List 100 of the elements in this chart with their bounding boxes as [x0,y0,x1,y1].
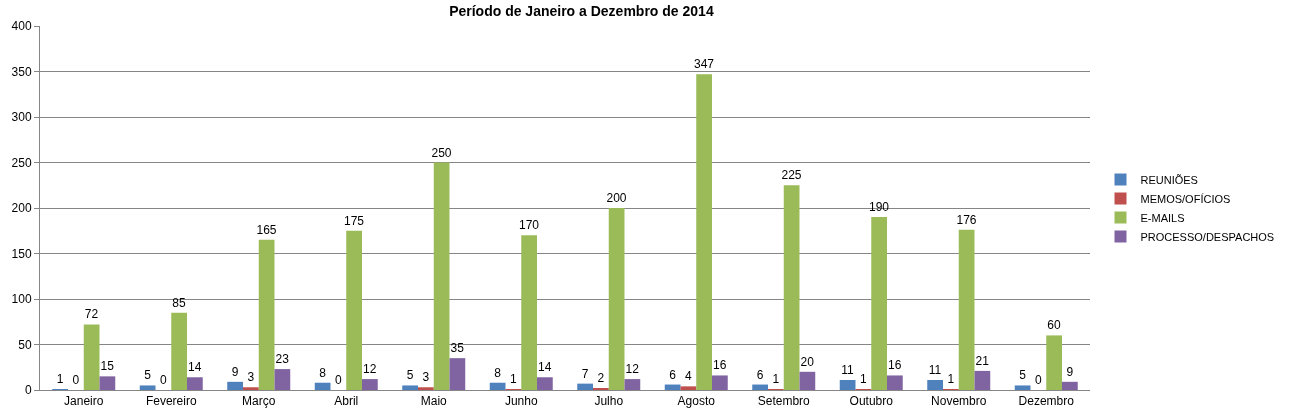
bar [927,379,943,390]
data-label: 4 [684,369,692,384]
data-label: 23 [275,352,290,367]
bar [887,375,903,390]
data-label: 3 [247,370,255,385]
data-label: 170 [518,218,540,233]
data-label: 250 [431,145,452,160]
bar [974,370,991,390]
data-label: 5 [406,368,414,383]
y-tick-label: 100 [11,292,32,307]
data-label: 14 [188,360,202,375]
bar [783,185,800,390]
x-tick-label: Novembro [931,394,987,409]
data-label: 1 [947,372,955,386]
bar [608,208,625,390]
bar [418,387,434,390]
bar [99,376,116,390]
bar [537,377,553,390]
bar [871,217,887,390]
bar [521,235,537,390]
data-label: 85 [172,295,186,310]
y-tick-label: 250 [11,155,32,170]
data-label: 14 [538,360,552,375]
data-label: 1 [509,372,517,386]
data-label: 3 [422,370,430,385]
data-label: 347 [693,57,715,72]
data-label: 9 [1066,364,1074,379]
bar [680,386,697,390]
data-label: 1 [772,372,780,386]
x-tick-label: Julho [594,394,624,409]
bar [624,379,641,390]
bar [958,229,975,390]
bar [362,379,378,390]
x-tick-label: Setembro [757,394,811,409]
bar [346,230,362,390]
bar [1014,385,1031,390]
data-label: 0 [1034,373,1042,387]
data-label: 225 [781,168,802,183]
data-label: 1 [859,372,867,386]
bar [274,369,291,390]
y-tick-label: 350 [11,64,32,79]
data-label: 16 [713,358,727,373]
data-label: 60 [1047,318,1061,333]
y-tick-label: 0 [24,383,32,398]
bar [433,162,450,390]
y-tick-label: 300 [11,110,32,125]
data-label: 190 [868,200,890,215]
x-tick-label: Março [242,394,276,409]
bar [171,312,187,390]
data-label: 0 [72,373,80,387]
x-tick-label: Junho [504,394,538,409]
data-label: 6 [669,367,677,382]
bar [258,239,275,390]
data-label: 165 [256,222,277,237]
x-tick-label: Maio [420,394,448,409]
bar [489,382,506,390]
bar [1062,381,1078,390]
data-label: 8 [494,365,502,380]
data-label: 9 [231,364,239,379]
x-tick-label: Fevereiro [145,394,197,409]
data-label: 175 [343,213,365,228]
data-label: 11 [928,362,942,377]
bar [752,384,768,390]
bar [799,371,816,390]
legend-label: E-MAILS [1140,211,1185,224]
data-label: 21 [975,353,990,368]
bar [227,381,243,390]
data-label: 0 [159,373,167,387]
y-tick-label: 200 [11,201,32,216]
bar [83,324,100,390]
x-tick-label: Agosto [677,394,716,409]
data-label: 20 [800,354,815,369]
y-tick-label: 150 [11,246,32,261]
bar [314,382,331,390]
bar [839,379,856,390]
data-label: 8 [319,365,327,380]
legend-label: REUNIÕES [1140,173,1198,186]
y-tick-label: 50 [18,337,32,352]
chart-title: Período de Janeiro a Dezembro de 2014 [449,3,714,20]
y-tick-label: 400 [11,19,32,34]
bar [664,384,681,390]
legend-label: MEMOS/OFÍCIOS [1140,192,1231,205]
data-label: 176 [956,212,977,227]
data-label: 35 [450,341,465,356]
data-label: 11 [841,362,855,377]
data-label: 16 [888,358,902,373]
bar [1046,335,1062,390]
data-label: 7 [581,366,589,381]
bar [402,385,418,390]
bar [139,385,156,390]
x-tick-label: Abril [334,394,359,409]
data-label: 1 [56,372,64,386]
bar [243,387,259,390]
x-tick-label: Janeiro [64,394,104,409]
data-label: 5 [1019,368,1027,383]
data-label: 5 [144,368,152,383]
bar [449,358,466,390]
data-label: 0 [334,373,342,387]
legend-label: PROCESSO/DESPACHOS [1140,230,1275,243]
data-label: 15 [100,359,115,374]
